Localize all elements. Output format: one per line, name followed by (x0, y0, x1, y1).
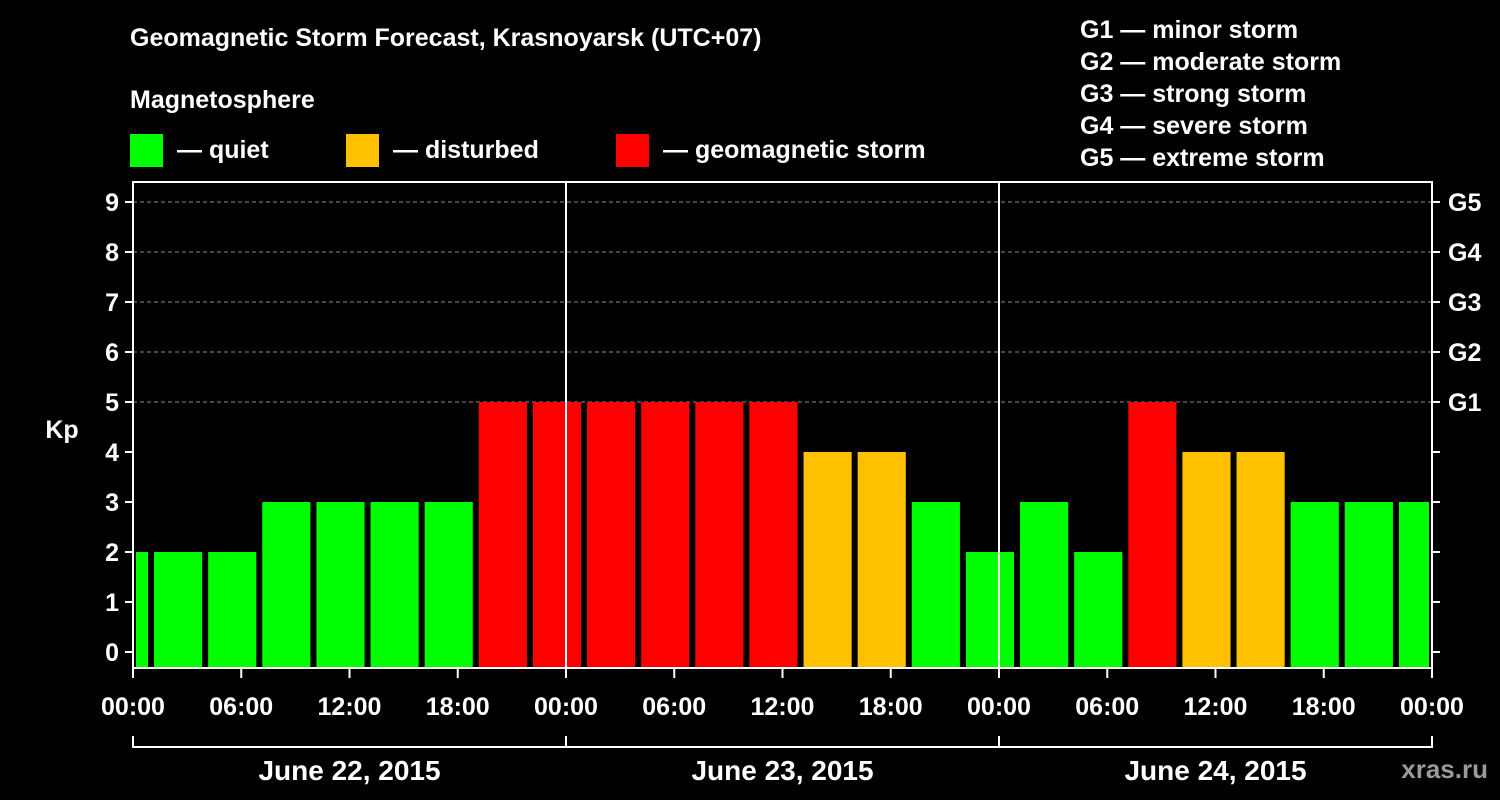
bar-3 (262, 502, 311, 668)
bar-5 (370, 502, 419, 668)
legend-swatch-storm (616, 134, 649, 167)
bar-2 (208, 552, 257, 668)
bar-1 (154, 552, 203, 668)
y-tick-label-0: 0 (105, 639, 119, 667)
g-label-g1: G1 (1448, 389, 1481, 417)
day-label-1: June 23, 2015 (691, 755, 873, 786)
x-tick-label-1: 06:00 (209, 693, 273, 721)
x-tick-label-4: 00:00 (534, 693, 598, 721)
bar-23 (1344, 502, 1393, 668)
y-tick-label-6: 6 (105, 339, 119, 367)
bar-4 (316, 502, 365, 668)
g-scale-legend: G1 — minor storm G2 — moderate storm G3 … (1080, 14, 1341, 174)
y-tick-label-2: 2 (105, 539, 119, 567)
bar-11 (695, 402, 744, 668)
y-tick-label-4: 4 (105, 439, 119, 467)
legend-item-storm: — geomagnetic storm (616, 134, 926, 167)
legend-label-quiet: — quiet (177, 136, 269, 164)
g-scale-item-g2: G2 — moderate storm (1080, 48, 1342, 76)
x-tick-label-12: 00:00 (1400, 693, 1464, 721)
chart-title: Geomagnetic Storm Forecast, Krasnoyarsk … (130, 24, 762, 52)
bar-9 (587, 402, 636, 668)
x-tick-label-7: 18:00 (859, 693, 923, 721)
g-label-g5: G5 (1448, 189, 1481, 217)
g-label-g2: G2 (1448, 339, 1481, 367)
bar-8 (532, 402, 582, 668)
g-label-g3: G3 (1448, 289, 1481, 317)
g-scale-item-g3: G3 — strong storm (1080, 80, 1307, 108)
bar-6 (424, 502, 473, 668)
bar-10 (641, 402, 690, 668)
x-tick-label-8: 00:00 (967, 693, 1031, 721)
y-tick-label-5: 5 (105, 389, 119, 417)
g-label-g4: G4 (1448, 239, 1481, 267)
bar-0 (136, 552, 149, 668)
bar-21 (1236, 452, 1285, 668)
bar-14 (857, 452, 906, 668)
x-tick-label-11: 18:00 (1292, 693, 1356, 721)
watermark: xras.ru (1401, 754, 1488, 784)
legend-item-quiet: — quiet (130, 134, 269, 167)
legend-title: Magnetosphere (130, 86, 315, 114)
bar-17 (1020, 502, 1069, 668)
y-tick-label-8: 8 (105, 239, 119, 267)
y-axis-label: Kp (45, 416, 78, 444)
bar-16 (965, 552, 1015, 668)
x-tick-label-0: 00:00 (101, 693, 165, 721)
legend-item-disturbed: — disturbed (346, 134, 539, 167)
day-label-2: June 24, 2015 (1124, 755, 1306, 786)
legend-swatch-disturbed (346, 134, 379, 167)
bar-19 (1128, 402, 1177, 668)
bar-22 (1290, 502, 1339, 668)
g-scale-item-g5: G5 — extreme storm (1080, 144, 1325, 172)
x-tick-label-2: 12:00 (318, 693, 382, 721)
bar-12 (749, 402, 798, 668)
bar-20 (1182, 452, 1231, 668)
y-tick-label-9: 9 (105, 189, 119, 217)
legend-label-storm: — geomagnetic storm (663, 136, 926, 164)
x-tick-label-10: 12:00 (1184, 693, 1248, 721)
g-scale-item-g4: G4 — severe storm (1080, 112, 1308, 140)
x-tick-label-9: 06:00 (1075, 693, 1139, 721)
x-tick-label-6: 12:00 (751, 693, 815, 721)
y-tick-label-1: 1 (105, 589, 119, 617)
legend-label-disturbed: — disturbed (393, 136, 539, 164)
x-tick-label-5: 06:00 (642, 693, 706, 721)
day-label-0: June 22, 2015 (258, 755, 440, 786)
bar-18 (1074, 552, 1123, 668)
x-tick-label-3: 18:00 (426, 693, 490, 721)
y-tick-label-7: 7 (105, 289, 119, 317)
bar-15 (911, 502, 960, 668)
bar-7 (478, 402, 527, 668)
bar-24 (1398, 502, 1429, 668)
bar-13 (803, 452, 852, 668)
y-tick-label-3: 3 (105, 489, 119, 517)
legend-swatch-quiet (130, 134, 163, 167)
g-scale-item-g1: G1 — minor storm (1080, 16, 1299, 44)
